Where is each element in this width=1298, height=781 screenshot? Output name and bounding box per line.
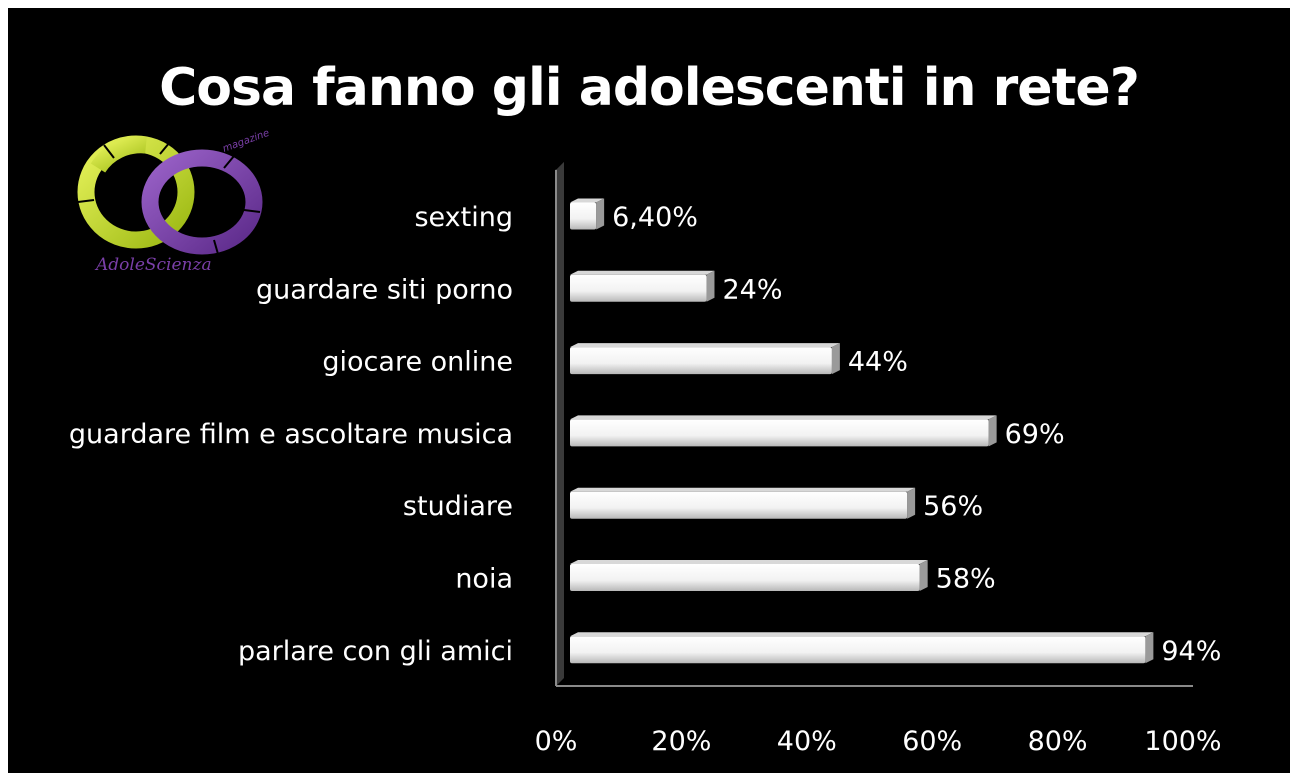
category-label: guardare film e ascoltare musica: [69, 419, 513, 450]
x-tick-label: 20%: [651, 726, 711, 757]
bar: [570, 419, 989, 447]
bar-side-face: [1145, 632, 1154, 664]
value-label: 94%: [1161, 636, 1221, 667]
category-label: noia: [455, 564, 513, 595]
value-label: 24%: [722, 274, 782, 305]
value-label: 58%: [936, 564, 996, 595]
bar-chart: sexting 6,40% guardare siti porno 24% giocar…: [69, 161, 1222, 757]
category-label: guardare siti porno: [256, 274, 513, 305]
chart-title: Cosa fanno gli adolescenti in rete?: [159, 58, 1140, 118]
category-label: parlare con gli amici: [238, 636, 513, 667]
bar: [570, 564, 920, 591]
bar-top-face: [570, 560, 928, 564]
value-label: 56%: [923, 491, 983, 522]
category-label: studiare: [403, 491, 513, 522]
adolescienza-logo: magazine AdoleScienza: [77, 130, 271, 275]
bar-top-face: [570, 632, 1154, 637]
bar: [570, 491, 908, 519]
bar-side-face: [831, 343, 840, 375]
bar-top-face: [570, 487, 916, 492]
bar-top-face: [570, 343, 840, 348]
x-tick-label: 80%: [1028, 726, 1088, 757]
value-label: 69%: [1005, 419, 1065, 450]
bar-top-face: [570, 198, 605, 203]
x-tick-label: 40%: [777, 726, 837, 757]
bar-top-face: [570, 415, 997, 420]
value-label: 6,40%: [612, 202, 698, 233]
bar: [570, 347, 832, 375]
x-tick-label: 60%: [902, 726, 962, 757]
slide: Cosa fanno gli adolescenti in rete? maga…: [8, 8, 1290, 773]
bar-side-face: [706, 270, 715, 302]
category-label: giocare online: [322, 347, 513, 378]
x-tick-label: 0%: [535, 726, 578, 757]
bar: [570, 274, 707, 302]
bar-top-face: [570, 270, 715, 275]
bar-side-face: [596, 198, 605, 230]
bar-side-face: [988, 415, 997, 447]
x-tick-label: 100%: [1144, 726, 1221, 757]
value-label: 44%: [848, 347, 908, 378]
bar: [570, 202, 597, 230]
chart-back-wall: [556, 161, 564, 686]
logo-text: AdoleScienza: [94, 255, 212, 275]
bar-side-face: [907, 487, 916, 519]
category-label: sexting: [414, 202, 513, 233]
bar: [570, 636, 1146, 664]
bar-side-face: [919, 560, 928, 591]
